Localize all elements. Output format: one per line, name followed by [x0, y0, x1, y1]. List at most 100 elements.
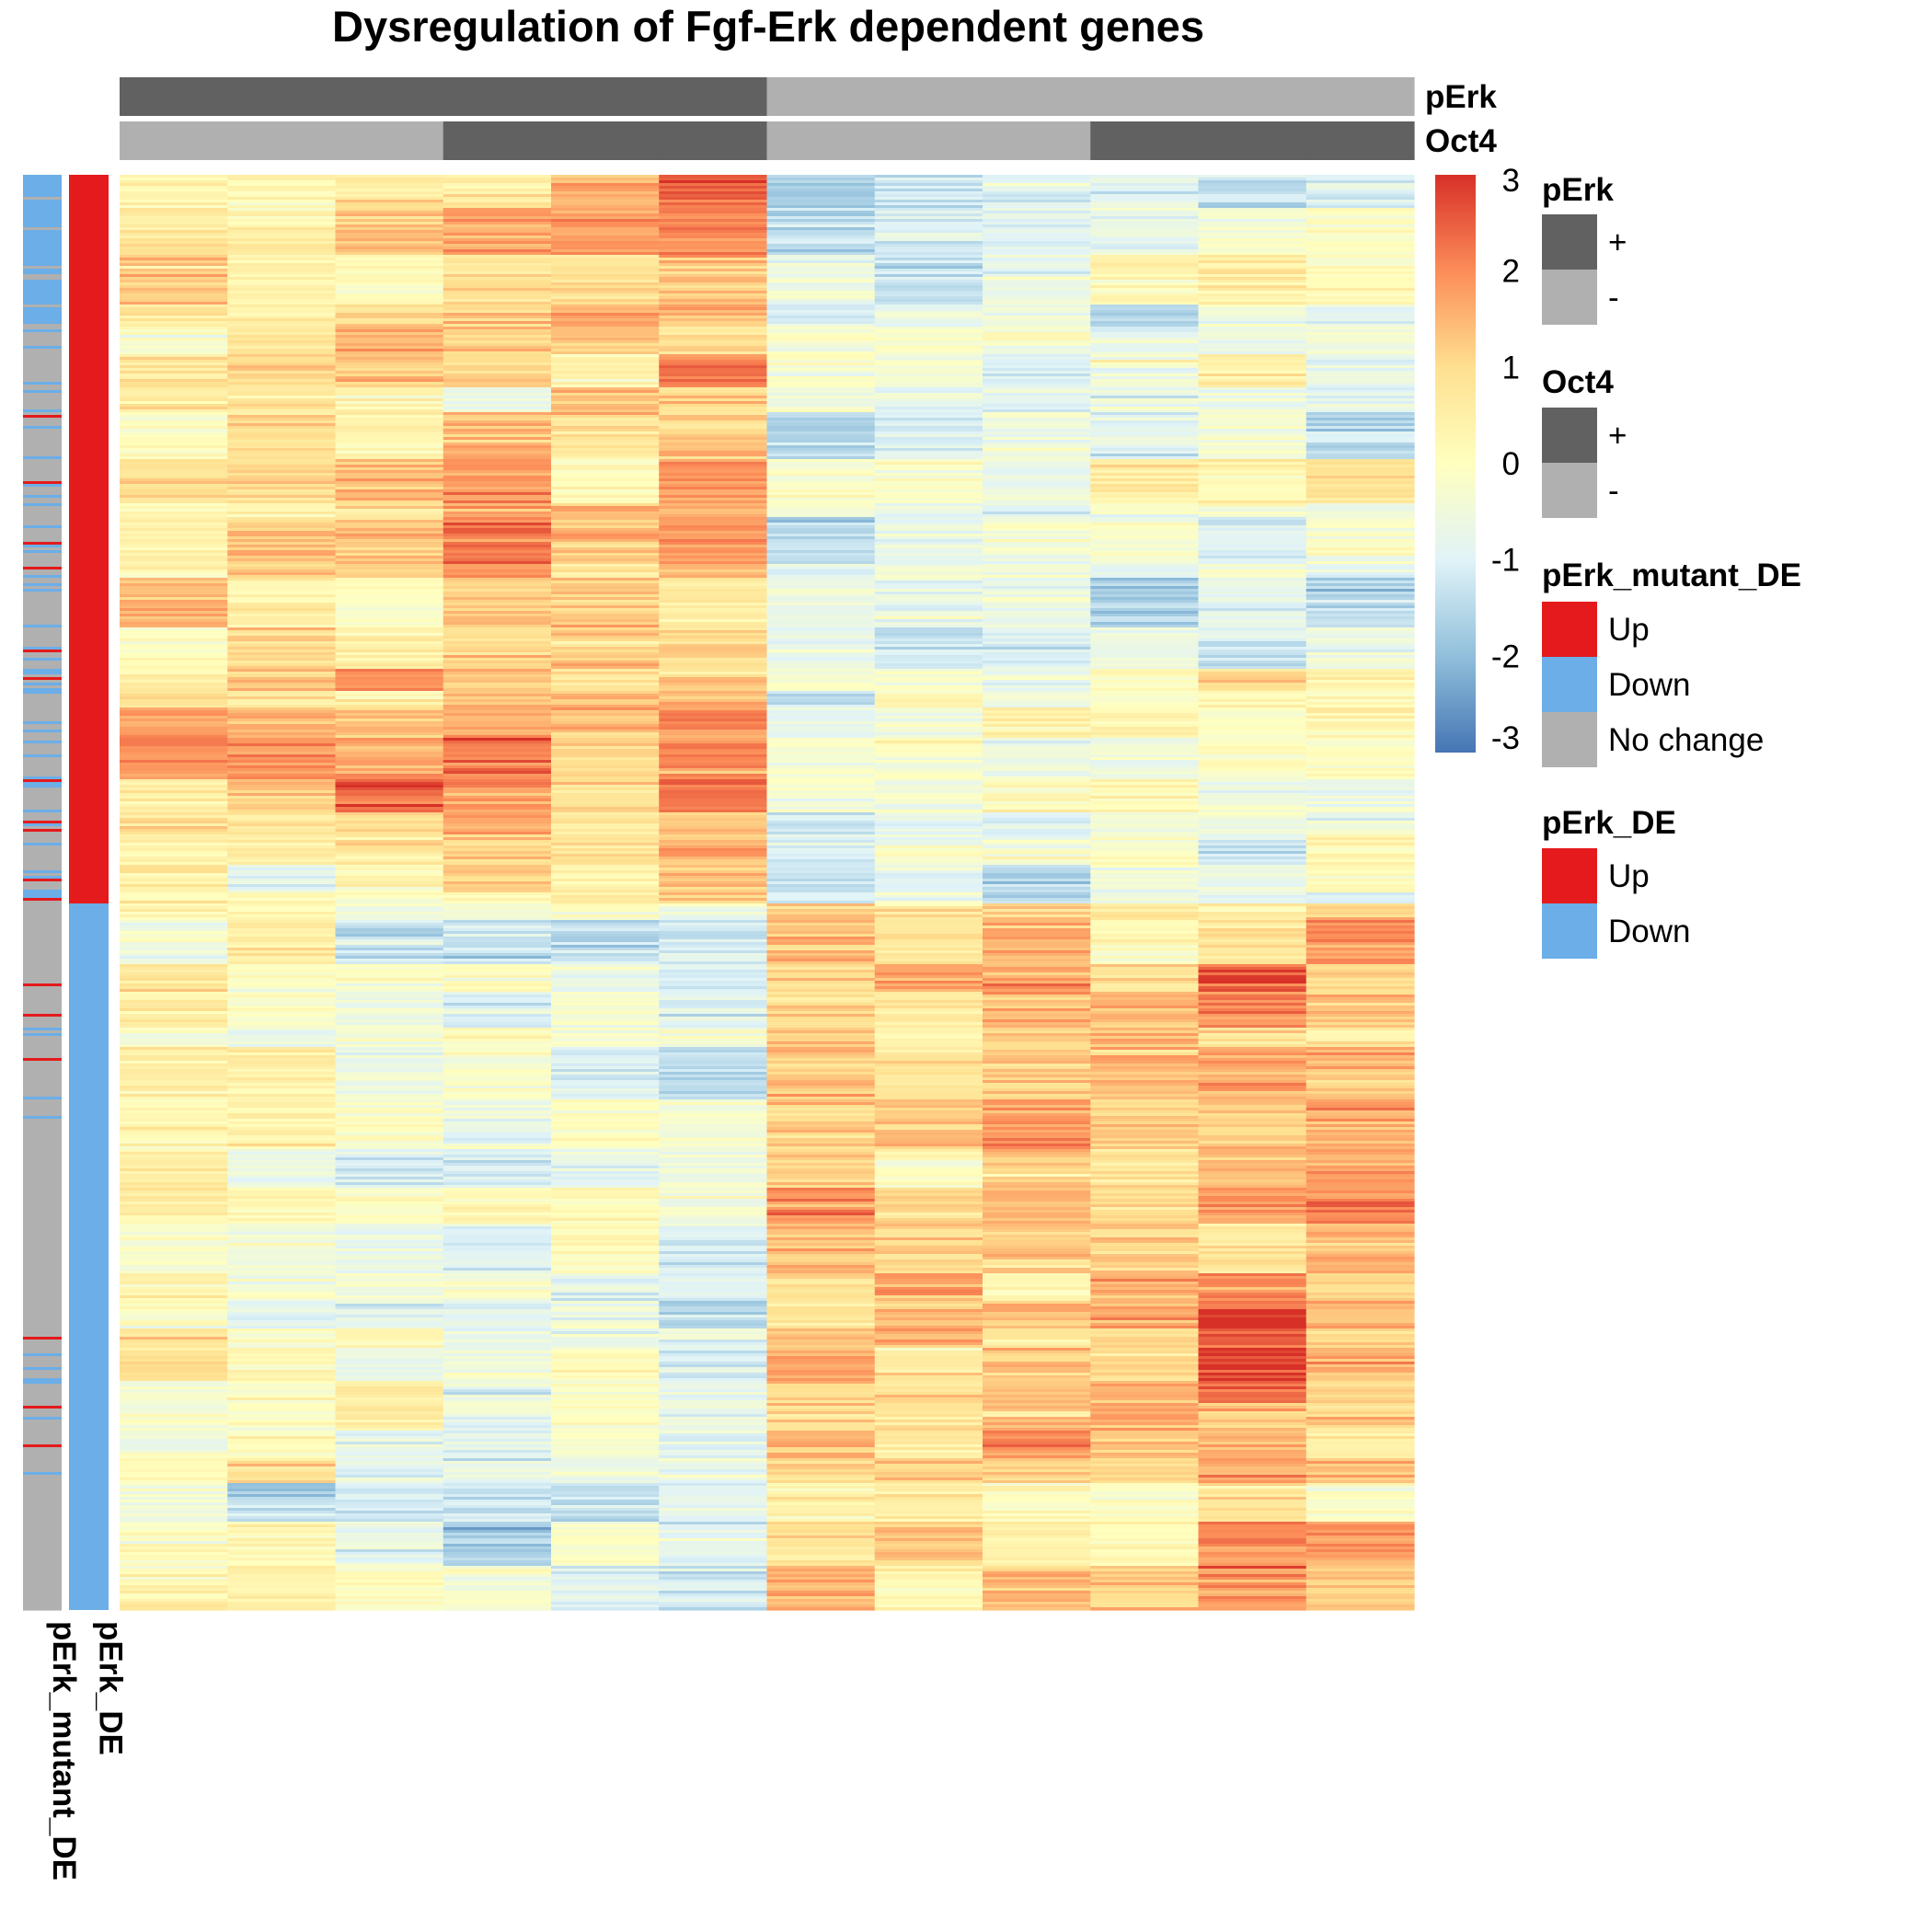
heatmap-cell — [227, 862, 337, 866]
heatmap-cell — [983, 884, 1091, 888]
heatmap-cell — [874, 296, 983, 300]
heatmap-cell — [120, 429, 228, 432]
row-annotation-cell — [23, 291, 62, 294]
heatmap-cell — [1090, 644, 1200, 648]
heatmap-cell — [874, 752, 983, 755]
heatmap-cell — [120, 804, 228, 808]
heatmap-cell — [766, 633, 876, 637]
heatmap-cell — [227, 879, 337, 882]
heatmap-cell — [1305, 699, 1415, 703]
heatmap-cell — [227, 1086, 337, 1089]
heatmap-cell — [551, 224, 660, 228]
heatmap-cell — [551, 191, 660, 195]
heatmap-cell — [551, 456, 660, 460]
heatmap-cell — [766, 489, 876, 493]
heatmap-cell — [120, 972, 228, 976]
heatmap-cell — [983, 293, 1091, 297]
heatmap-cell — [443, 365, 552, 369]
heatmap-cell — [1198, 473, 1307, 477]
heatmap-cell — [659, 967, 768, 971]
heatmap-cell — [551, 1163, 660, 1167]
heatmap-cell — [1305, 627, 1415, 631]
heatmap-cell — [335, 536, 444, 540]
heatmap-cell — [659, 1135, 768, 1139]
heatmap-cell — [1305, 1050, 1415, 1053]
heatmap-cell — [443, 881, 552, 885]
heatmap-cell — [874, 970, 983, 973]
heatmap-cell — [1090, 194, 1200, 198]
heatmap-cell — [335, 247, 444, 250]
heatmap-cell — [1198, 796, 1307, 799]
heatmap-cell — [1198, 233, 1307, 236]
heatmap-cell — [1305, 443, 1415, 446]
heatmap-cell — [551, 1033, 660, 1037]
heatmap-cell — [1305, 713, 1415, 717]
heatmap-cell — [874, 641, 983, 645]
row-annotation-cell — [23, 1047, 62, 1051]
heatmap-cell — [443, 213, 552, 217]
row-annotation-cell — [23, 677, 62, 681]
heatmap-cell — [335, 945, 444, 949]
heatmap-cell — [659, 928, 768, 932]
heatmap-cell — [335, 796, 444, 799]
heatmap-cell — [874, 1127, 983, 1131]
row-annotation-cell — [23, 738, 62, 742]
heatmap-cell — [335, 542, 444, 546]
heatmap-cell — [659, 252, 768, 256]
heatmap-cell — [1305, 721, 1415, 725]
heatmap-cell — [227, 821, 337, 824]
heatmap-cell — [983, 583, 1091, 587]
heatmap-cell — [1090, 666, 1200, 670]
heatmap-cell — [120, 614, 228, 617]
heatmap-cell — [1090, 175, 1200, 178]
heatmap-cell — [1090, 945, 1200, 949]
heatmap-cell — [983, 868, 1091, 871]
row-annotation-cell — [23, 1544, 62, 1547]
heatmap-cell — [443, 252, 552, 256]
row-annotation-cell — [23, 316, 62, 319]
heatmap-cell — [443, 481, 552, 485]
heatmap-cell — [766, 476, 876, 479]
heatmap-cell — [983, 909, 1091, 913]
row-annotation-cell — [23, 252, 62, 256]
heatmap-cell — [983, 1130, 1091, 1133]
heatmap-cell — [659, 901, 768, 904]
row-annotation-cell — [23, 1135, 62, 1139]
heatmap-cell — [443, 937, 552, 940]
heatmap-cell — [227, 191, 337, 195]
row-annotation-cell — [23, 1602, 62, 1605]
heatmap-cell — [1090, 1097, 1200, 1100]
heatmap-cell — [227, 691, 337, 695]
heatmap-cell — [551, 473, 660, 477]
row-annotation-cell — [23, 1259, 62, 1263]
heatmap-cell — [983, 481, 1091, 485]
heatmap-cell — [1090, 343, 1200, 347]
heatmap-cell — [983, 445, 1091, 449]
heatmap-cell — [874, 420, 983, 424]
row-annotation-cell — [23, 832, 62, 835]
heatmap-cell — [120, 1050, 228, 1053]
heatmap-cell — [1198, 983, 1307, 987]
heatmap-cell — [1198, 1052, 1307, 1056]
heatmap-cell — [874, 818, 983, 822]
heatmap-cell — [1305, 812, 1415, 816]
heatmap-cell — [659, 208, 768, 212]
heatmap-cell — [659, 1052, 768, 1056]
heatmap-cell — [443, 917, 552, 921]
heatmap-cell — [120, 683, 228, 686]
heatmap-cell — [120, 633, 228, 637]
row-annotation-cell — [23, 1340, 62, 1343]
heatmap-cell — [766, 669, 876, 673]
row-annotation-cell — [23, 1177, 62, 1180]
heatmap-cell — [335, 1044, 444, 1048]
heatmap-cell — [120, 313, 228, 316]
heatmap-cell — [766, 1119, 876, 1122]
heatmap-cell — [1305, 752, 1415, 755]
heatmap-cell — [120, 327, 228, 330]
heatmap-cell — [443, 1105, 552, 1109]
row-annotation-cell — [23, 1478, 62, 1481]
heatmap-cell — [766, 746, 876, 750]
heatmap-cell — [443, 1047, 552, 1051]
heatmap-cell — [1090, 489, 1200, 493]
heatmap-cell — [874, 478, 983, 482]
